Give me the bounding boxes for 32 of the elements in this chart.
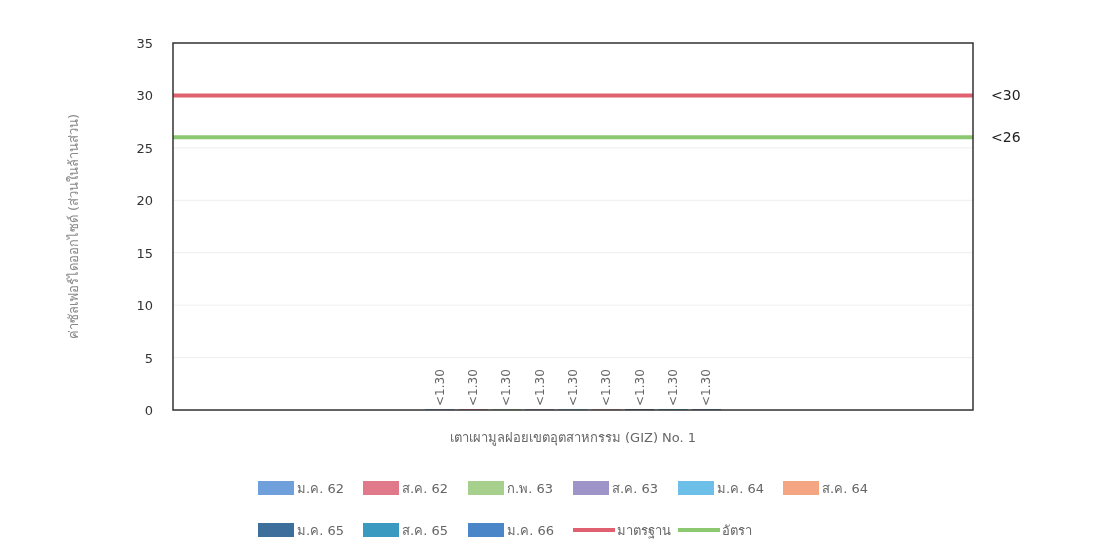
legend-label: ม.ค. 62 (297, 481, 344, 496)
y-tick-label: 15 (136, 245, 153, 261)
text: <30 (991, 87, 1021, 104)
legend-label: ม.ค. 64 (717, 481, 764, 496)
y-axis-title: ค่าซัลเฟอร์ไดออกไซด์ (ส่วนในล้านส่วน) (66, 113, 81, 340)
legend-label: ม.ค. 65 (297, 523, 344, 538)
y-tick-label: 5 (144, 350, 153, 366)
legend-label: ม.ค. 66 (507, 523, 554, 538)
y-tick-label: 20 (136, 193, 153, 209)
legend-label: ส.ค. 62 (402, 481, 448, 496)
data-label: <1.30 (566, 369, 580, 406)
y-tick-label: 25 (136, 140, 153, 156)
data-label: <1.30 (466, 369, 480, 406)
data-label: <1.30 (532, 369, 547, 406)
legend-label: ส.ค. 63 (612, 481, 658, 496)
y-tick-label: 30 (136, 88, 153, 104)
legend-label: ก.พ. 63 (507, 481, 553, 496)
data-label: <1.30 (699, 369, 714, 406)
data-label: <1.30 (599, 369, 614, 406)
data-label: <1.30 (632, 369, 647, 406)
legend-label: ส.ค. 64 (822, 481, 868, 496)
y-tick-label: 10 (136, 298, 153, 314)
legend-label: อัตรา (722, 523, 752, 538)
text: <26 (991, 129, 1021, 146)
data-label: <1.30 (499, 369, 514, 406)
legend-label: มาตรฐาน (617, 523, 671, 539)
data-label: <1.30 (666, 369, 680, 406)
x-tick-label: เตาเผามูลฝอยเขตอุตสาหกรรม (GIZ) No. 1 (449, 430, 697, 446)
y-tick-label: 0 (144, 403, 153, 418)
legend-label: ส.ค. 65 (402, 523, 448, 538)
data-label: <1.30 (432, 369, 447, 406)
y-tick-label: 35 (136, 36, 153, 51)
